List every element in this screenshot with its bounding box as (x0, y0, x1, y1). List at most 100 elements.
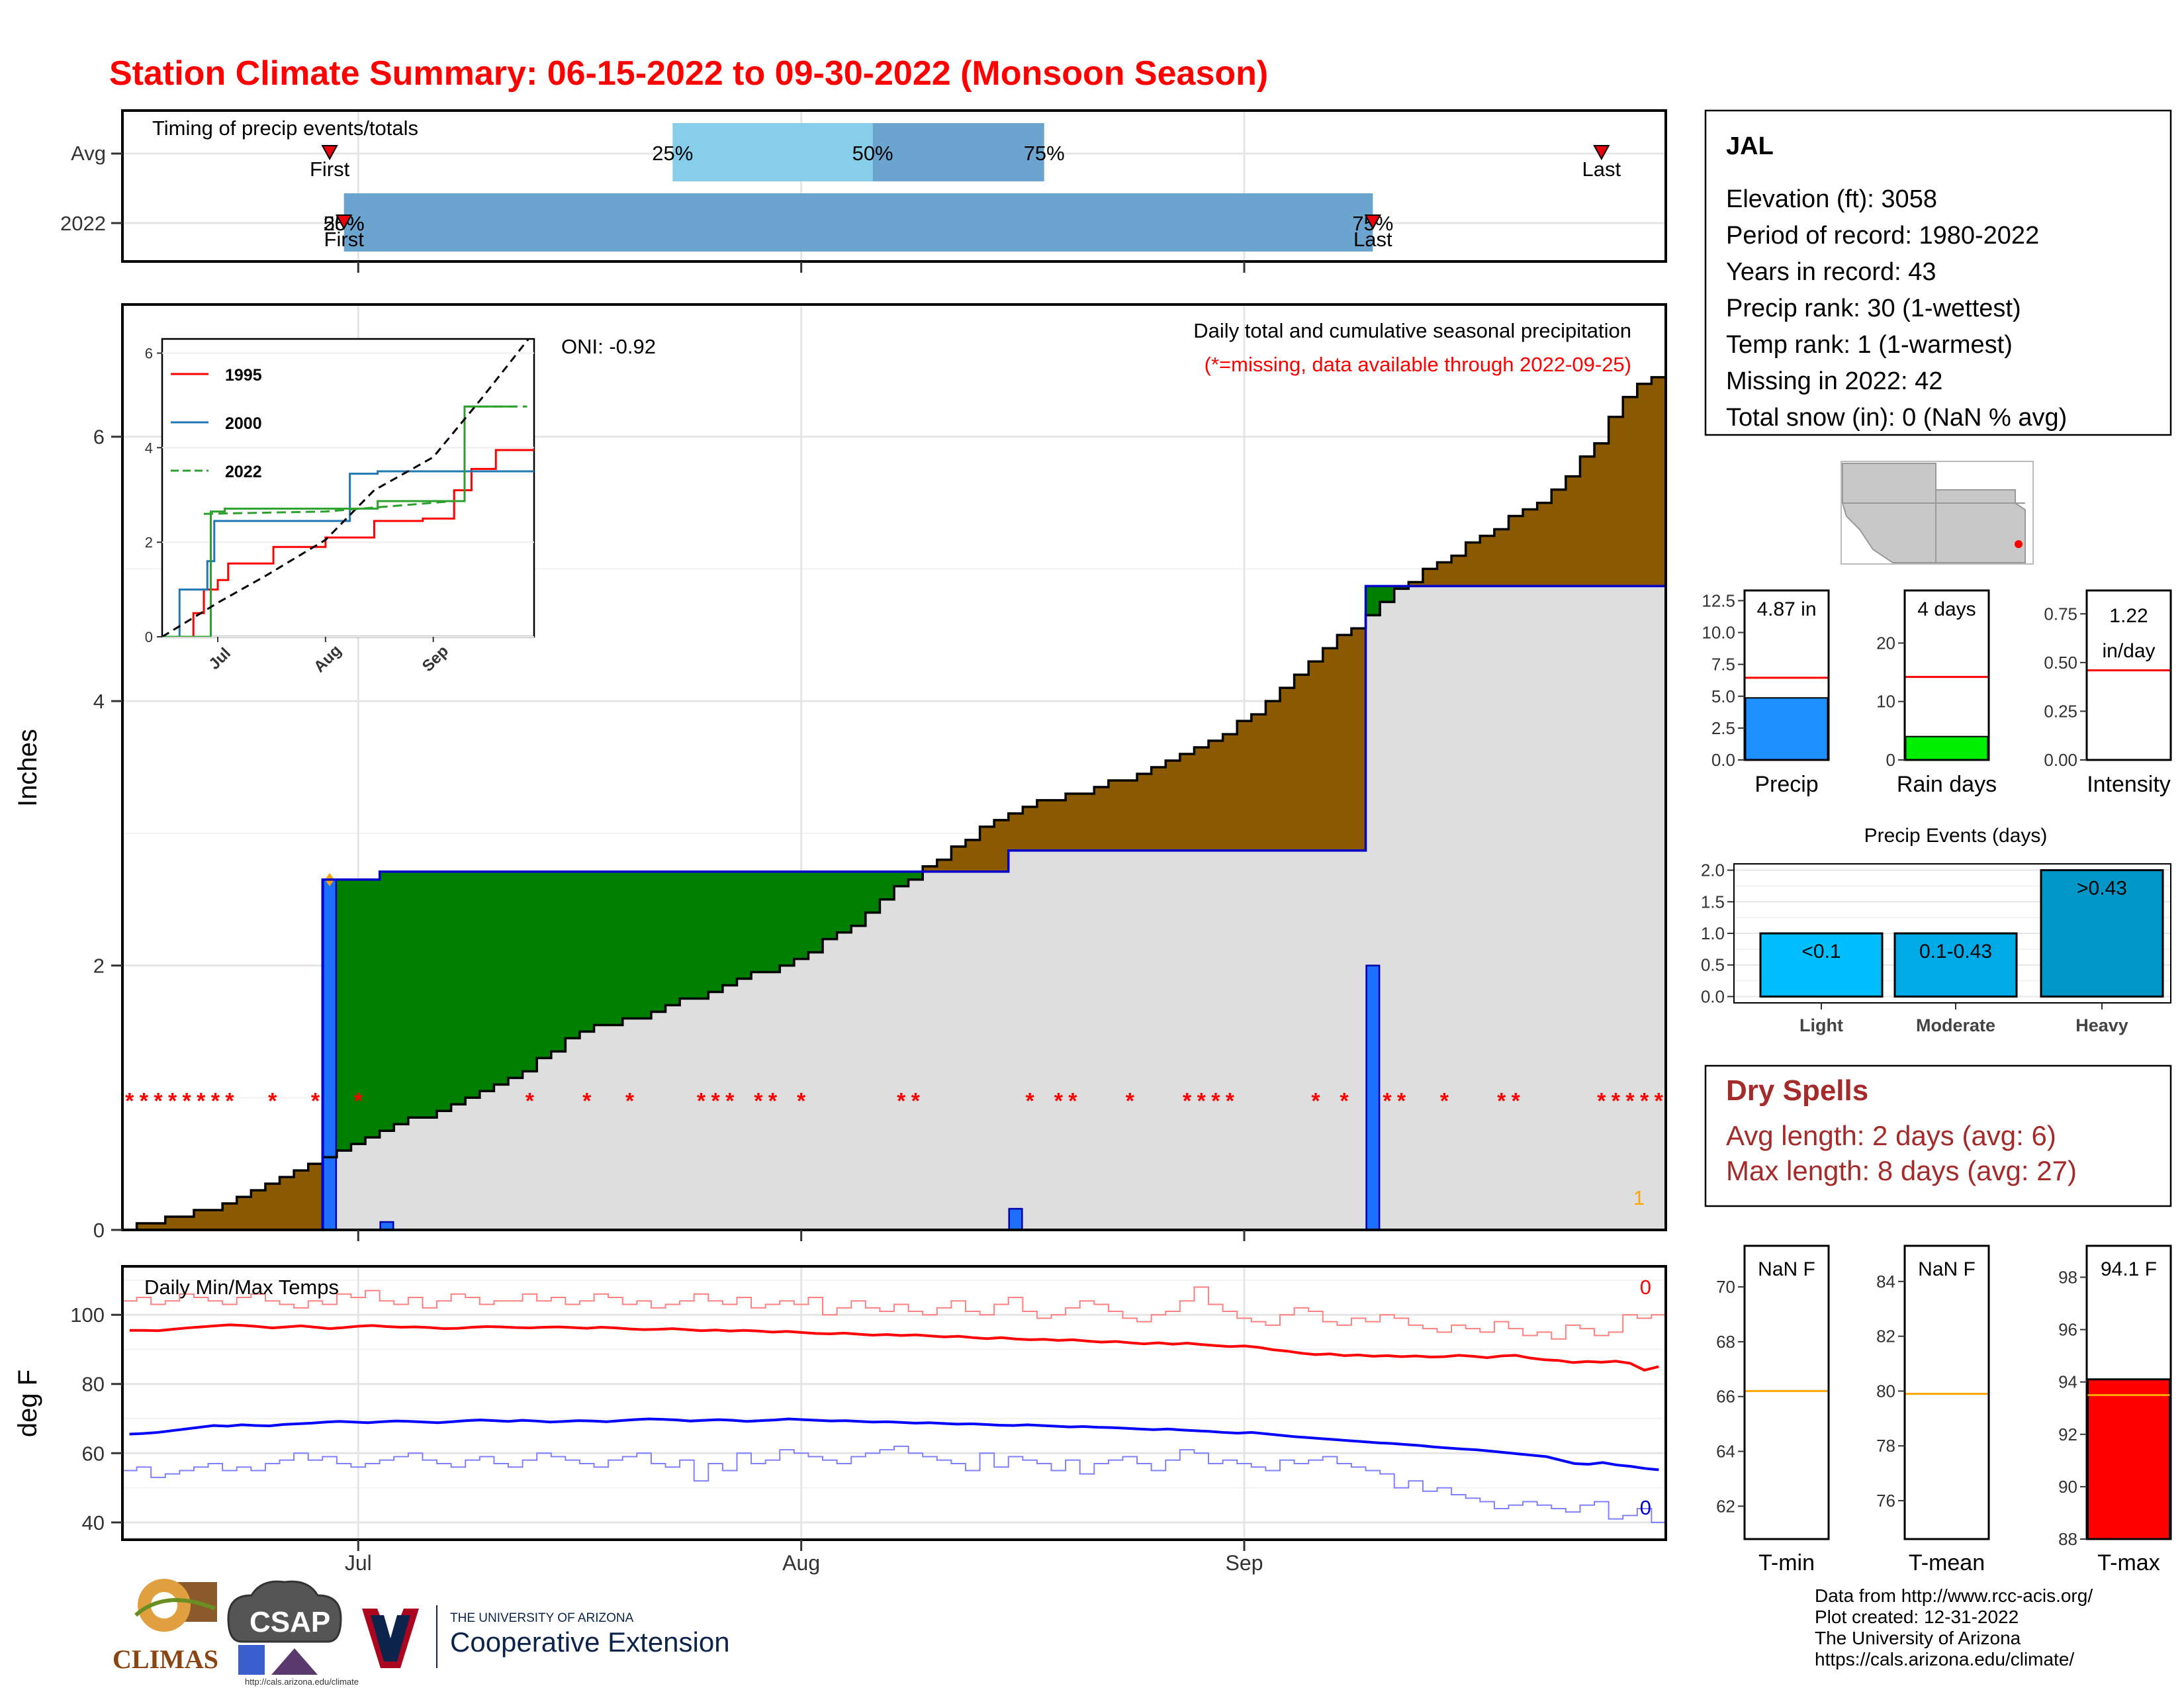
surplus-fill (894, 871, 909, 886)
temp-summary-label: T-mean (1909, 1550, 1985, 1575)
station-location-marker (2015, 540, 2023, 548)
missing-marker: * (154, 1088, 163, 1113)
summary-bar-value-text: 4.87 in (1756, 598, 1816, 620)
surplus-fill (408, 871, 424, 1118)
temp-x-tick: Sep (1226, 1551, 1263, 1575)
temp-summary-tick: 76 (1876, 1491, 1895, 1511)
deficit-fill (1408, 582, 1424, 586)
csap-logo: CSAP http://cals.arizona.edu/climate (227, 1580, 359, 1687)
temp-summary-tick: 96 (2058, 1320, 2077, 1340)
temp-summary-label: T-min (1758, 1550, 1815, 1575)
summary-bar-intensity: 0.00 0.25 0.50 0.75 Intensity 1.22 in/day (2044, 589, 2172, 797)
credits: Data from http://www.rcc-acis.org/ Plot … (1815, 1585, 2093, 1669)
surplus-fill (665, 871, 680, 1006)
surplus-fill (722, 871, 738, 986)
legend-1995: 1995 (225, 366, 262, 385)
precip-panel: * * * * * * * * * * * * * * * * * * * * * * * * * * * * * * * * * * * * * * * *… (13, 261, 1667, 1242)
summary-bar-value (1745, 697, 1829, 761)
timing-row-2022: 2022 (60, 212, 106, 235)
temp-line-record-max (122, 1286, 1666, 1340)
deficit-fill (136, 1223, 152, 1230)
temp-summary-bar (2087, 1378, 2171, 1540)
deficit-fill (294, 1170, 309, 1230)
temp-summary-tick: 94 (2058, 1372, 2077, 1392)
avg-last-label: Last (1582, 158, 1621, 181)
temp-summary-tick: 88 (2058, 1529, 2077, 1549)
dry-spells-box: Dry Spells Avg length: 2 days (avg: 6) M… (1704, 1064, 2172, 1207)
precip-y-tick: 0 (93, 1219, 105, 1242)
summary-bar-tick: 0.75 (2044, 604, 2077, 624)
surplus-fill (422, 871, 437, 1118)
credit-university: The University of Arizona (1815, 1628, 2021, 1648)
summary-bar-tick: 0.25 (2044, 701, 2077, 721)
missing-marker: * (697, 1088, 706, 1113)
temp-summary-value-text: NaN F (1918, 1258, 1976, 1280)
inset-line-2022 (162, 405, 517, 637)
deficit-fill (951, 846, 966, 872)
y2022-first-label: First (324, 228, 365, 251)
deficit-fill (1237, 721, 1252, 851)
deficit-fill (1251, 714, 1267, 851)
missing-marker: * (1054, 1088, 1064, 1113)
deficit-fill (923, 866, 938, 872)
events-bar-label: >0.43 (2077, 878, 2127, 900)
temp-summary-tick: 78 (1876, 1436, 1895, 1456)
oni-value: ONI: -0.92 (561, 335, 656, 358)
missing-marker: * (897, 1088, 906, 1113)
cumulative-avg-line (122, 376, 1666, 1230)
temp-summary-value-text: 94.1 F (2101, 1258, 2157, 1280)
missing-marker: * (125, 1088, 134, 1113)
deficit-fill (1508, 516, 1524, 586)
precip-events-chart: Precip Events (days) 0.0 0.5 1.0 1.5 2.0 <0.1… (1701, 825, 2171, 1035)
events-y-tick: 0.5 (1701, 955, 1725, 975)
missing-marker: * (1026, 1088, 1035, 1113)
y2022-last-label: Last (1353, 228, 1392, 251)
missing-marker: * (1226, 1088, 1235, 1113)
inset-2022-projection (203, 500, 455, 515)
events-x-tick: Light (1799, 1015, 1843, 1035)
surplus-fill (537, 871, 552, 1058)
missing-marker: * (1397, 1088, 1406, 1113)
missing-marker: * (1197, 1088, 1206, 1113)
surplus-fill (708, 871, 723, 992)
temp-y-label: deg F (13, 1370, 42, 1437)
deficit-fill (1280, 688, 1295, 851)
ua-cooperative-extension: Cooperative Extension (450, 1626, 730, 1658)
dry-spells-max: Max length: 8 days (avg: 27) (1726, 1155, 2077, 1186)
summary-bar-value-text: 4 days (1917, 598, 1976, 620)
legend-2022: 2022 (225, 463, 262, 481)
missing-marker: * (525, 1088, 535, 1113)
temp-summary-tick: 82 (1876, 1327, 1895, 1346)
temp-line-avg-max (129, 1323, 1659, 1372)
events-y-tick: 1.5 (1701, 892, 1725, 912)
y2022-first-marker (335, 214, 353, 230)
missing-marker: * (1655, 1088, 1664, 1113)
deficit-fill (1565, 476, 1581, 586)
deficit-fill (1351, 628, 1367, 851)
missing-marker: * (754, 1088, 763, 1113)
surplus-fill (622, 871, 637, 1019)
deficit-fill (1337, 635, 1352, 851)
surplus-fill (565, 871, 580, 1039)
avg-25-50-bar (672, 123, 873, 181)
avg-last-marker (1593, 145, 1610, 161)
missing-marker: * (1597, 1088, 1606, 1113)
missing-marker: * (268, 1088, 277, 1113)
surplus-fill (336, 879, 352, 1151)
temp-summary-label: T-max (2097, 1550, 2160, 1575)
precip-corner-count: 1 (1633, 1186, 1645, 1209)
deficit-fill (1208, 741, 1224, 851)
dry-spells-title: Dry Spells (1726, 1074, 1868, 1107)
missing-marker: * (797, 1088, 806, 1113)
temp-summary-tick: 98 (2058, 1267, 2077, 1287)
deficit-fill (1437, 562, 1452, 586)
surplus-fill (365, 879, 381, 1138)
deficit-fill (1222, 734, 1238, 851)
inset-y-tick: 2 (145, 534, 153, 551)
surplus-fill (437, 871, 452, 1111)
deficit-fill (1451, 555, 1467, 586)
missing-marker: * (1068, 1088, 1077, 1113)
inset-y-tick: 4 (145, 440, 153, 456)
missing-marker: * (1497, 1088, 1506, 1113)
